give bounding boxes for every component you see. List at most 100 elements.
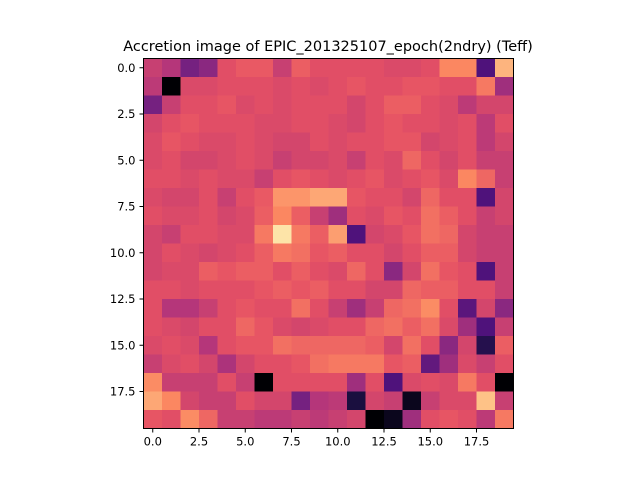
heatmap-cell [273,373,292,392]
heatmap-cell [162,354,181,374]
heatmap-cell [421,114,440,133]
heatmap-cell [495,169,514,189]
heatmap-cell [291,410,311,429]
heatmap-cell [180,151,200,170]
heatmap-cell [310,77,329,96]
heatmap-cell [310,299,329,318]
heatmap-cell [421,188,440,207]
heatmap-cell [476,354,496,374]
heatmap-cell [458,280,477,300]
heatmap-cell [199,373,218,392]
heatmap-cell [439,77,459,96]
heatmap-cell [273,410,292,429]
heatmap-cell [402,77,422,96]
heatmap-cell [439,95,459,115]
heatmap-cell [217,169,237,189]
heatmap-cell [143,299,163,318]
heatmap-cell [402,373,422,392]
heatmap-cell [273,58,292,78]
heatmap-cell [384,373,403,392]
heatmap-cell [162,243,181,263]
heatmap-cell [236,169,255,189]
heatmap-cell [495,114,514,133]
heatmap-cell [421,373,440,392]
heatmap-cell [365,225,385,244]
heatmap-cell [180,225,200,244]
heatmap-cell [291,188,311,207]
x-axis: 0.0 2.5 5.0 7.5 10.0 12.5 15.0 17.5 [144,428,489,449]
heatmap-cell [291,373,311,392]
heatmap-cell [291,169,311,189]
heatmap-cell [365,354,385,374]
heatmap-cell [199,317,218,337]
heatmap-cell [439,410,459,429]
chart-title: Accretion image of EPIC_201325107_epoch(… [123,39,533,55]
heatmap-cell [143,280,163,300]
heatmap-cell [180,243,200,263]
heatmap-cell [328,132,348,152]
heatmap-cell [384,262,403,281]
heatmap-cell [291,299,311,318]
heatmap-cell [402,391,422,411]
x-tick-label: 10.0 [325,435,351,449]
heatmap-cell [310,114,329,133]
heatmap-cell [439,206,459,226]
heatmap-cell [347,114,366,133]
heatmap-cell [476,373,496,392]
heatmap-cell [199,354,218,374]
heatmap-cell [310,58,329,78]
heatmap-cell [495,336,514,355]
heatmap-cell [458,132,477,152]
heatmap-cell [402,188,422,207]
heatmap-cell [365,132,385,152]
heatmap-cell [347,77,366,96]
heatmap-cell [495,262,514,281]
heatmap-cell [254,225,274,244]
heatmap-cell [273,151,292,170]
heatmap-cell [217,114,237,133]
heatmap-cell [217,225,237,244]
heatmap-cell [162,317,181,337]
heatmap-cell [162,132,181,152]
heatmap-cell [347,169,366,189]
heatmap-cell [291,58,311,78]
heatmap-cell [162,58,181,78]
heatmap-cell [254,336,274,355]
heatmap-cell [347,317,366,337]
heatmap-cell [199,169,218,189]
y-tick-label: 10.0 [110,246,136,260]
heatmap-cell [199,132,218,152]
heatmap-cell [365,262,385,281]
heatmap-cell [402,132,422,152]
heatmap-cell [347,58,366,78]
heatmap-cell [254,262,274,281]
heatmap-cell [273,336,292,355]
heatmap-cell [310,336,329,355]
heatmap-cell [421,262,440,281]
heatmap-cell [273,206,292,226]
heatmap-cell [236,280,255,300]
heatmap-cell [384,354,403,374]
heatmap-cell [402,262,422,281]
heatmap-cell [143,410,163,429]
heatmap-cell [310,317,329,337]
heatmap-cell [421,299,440,318]
heatmap-cell [495,206,514,226]
heatmap-cell [254,410,274,429]
heatmap-cell [310,373,329,392]
heatmap-cell [254,280,274,300]
x-tick-label: 0.0 [144,435,162,449]
heatmap-cell [254,206,274,226]
heatmap-cell [180,169,200,189]
heatmap-cell [180,188,200,207]
heatmap-cell [458,410,477,429]
heatmap-cell [439,354,459,374]
heatmap-cell [291,317,311,337]
heatmap-cell [476,262,496,281]
heatmap-cell [180,354,200,374]
heatmap-cell [476,280,496,300]
heatmap-cell [236,225,255,244]
heatmap-cell [291,132,311,152]
heatmap-cell [439,151,459,170]
heatmap-cell [217,410,237,429]
